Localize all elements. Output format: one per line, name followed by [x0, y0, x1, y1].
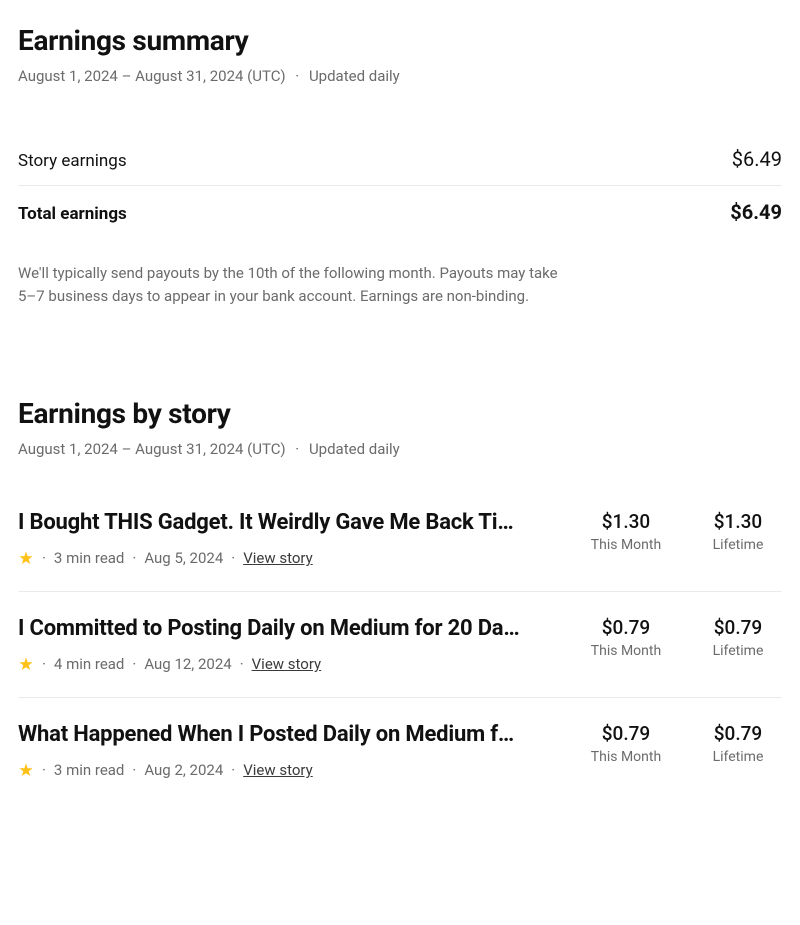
lifetime-label: Lifetime	[694, 643, 782, 659]
total-earnings-row: Total earnings $6.49	[18, 186, 782, 238]
member-star-icon	[18, 656, 34, 672]
story-earnings-value: $6.49	[732, 147, 782, 171]
this-month-label: This Month	[582, 643, 670, 659]
lifetime-amount: $0.79	[694, 616, 782, 639]
lifetime-col: $1.30 Lifetime	[694, 510, 782, 567]
by-story-date-range: August 1, 2024 – August 31, 2024 (UTC)	[18, 440, 286, 458]
story-main: What Happened When I Posted Daily on Med…	[18, 722, 558, 779]
this-month-amount: $0.79	[582, 722, 670, 745]
story-main: I Bought THIS Gadget. It Weirdly Gave Me…	[18, 510, 558, 567]
total-earnings-value: $6.49	[730, 200, 782, 224]
this-month-label: This Month	[582, 749, 670, 765]
lifetime-col: $0.79 Lifetime	[694, 616, 782, 673]
lifetime-amount: $0.79	[694, 722, 782, 745]
story-read-time: 4 min read	[54, 655, 124, 673]
this-month-col: $0.79 This Month	[582, 616, 670, 673]
story-main: I Committed to Posting Daily on Medium f…	[18, 616, 558, 673]
separator-dot: ·	[231, 549, 235, 567]
story-date: Aug 5, 2024	[144, 549, 223, 567]
lifetime-label: Lifetime	[694, 749, 782, 765]
view-story-link[interactable]: View story	[252, 655, 322, 673]
member-star-icon	[18, 550, 34, 566]
story-date: Aug 12, 2024	[144, 655, 231, 673]
separator-dot: ·	[231, 761, 235, 779]
story-row: I Bought THIS Gadget. It Weirdly Gave Me…	[18, 486, 782, 592]
by-story-date-line: August 1, 2024 – August 31, 2024 (UTC) ·…	[18, 440, 782, 458]
this-month-label: This Month	[582, 537, 670, 553]
story-meta: · 4 min read · Aug 12, 2024 · View story	[18, 655, 558, 673]
summary-date-line: August 1, 2024 – August 31, 2024 (UTC) ·…	[18, 67, 782, 85]
separator-dot: ·	[132, 549, 136, 567]
separator-dot: ·	[295, 440, 299, 458]
member-star-icon	[18, 762, 34, 778]
story-row: What Happened When I Posted Daily on Med…	[18, 698, 782, 803]
view-story-link[interactable]: View story	[243, 549, 313, 567]
lifetime-label: Lifetime	[694, 537, 782, 553]
lifetime-amount: $1.30	[694, 510, 782, 533]
separator-dot: ·	[132, 655, 136, 673]
story-title[interactable]: What Happened When I Posted Daily on Med…	[18, 722, 558, 747]
payout-note: We'll typically send payouts by the 10th…	[18, 262, 578, 307]
story-read-time: 3 min read	[54, 761, 124, 779]
by-story-updated: Updated daily	[309, 440, 400, 458]
separator-dot: ·	[42, 549, 46, 567]
story-read-time: 3 min read	[54, 549, 124, 567]
separator-dot: ·	[42, 655, 46, 673]
story-date: Aug 2, 2024	[144, 761, 223, 779]
story-row: I Committed to Posting Daily on Medium f…	[18, 592, 782, 698]
story-title[interactable]: I Bought THIS Gadget. It Weirdly Gave Me…	[18, 510, 558, 535]
separator-dot: ·	[240, 655, 244, 673]
separator-dot: ·	[132, 761, 136, 779]
this-month-amount: $0.79	[582, 616, 670, 639]
story-meta: · 3 min read · Aug 5, 2024 · View story	[18, 549, 558, 567]
summary-updated: Updated daily	[309, 67, 400, 85]
lifetime-col: $0.79 Lifetime	[694, 722, 782, 779]
earnings-by-story-title: Earnings by story	[18, 397, 782, 430]
separator-dot: ·	[42, 761, 46, 779]
summary-date-range: August 1, 2024 – August 31, 2024 (UTC)	[18, 67, 286, 85]
total-earnings-label: Total earnings	[18, 204, 127, 224]
earnings-summary-title: Earnings summary	[18, 24, 782, 57]
story-earnings-label: Story earnings	[18, 151, 127, 171]
story-earnings-row: Story earnings $6.49	[18, 133, 782, 186]
this-month-col: $0.79 This Month	[582, 722, 670, 779]
view-story-link[interactable]: View story	[243, 761, 313, 779]
story-title[interactable]: I Committed to Posting Daily on Medium f…	[18, 616, 558, 641]
separator-dot: ·	[295, 67, 299, 85]
this-month-col: $1.30 This Month	[582, 510, 670, 567]
story-meta: · 3 min read · Aug 2, 2024 · View story	[18, 761, 558, 779]
this-month-amount: $1.30	[582, 510, 670, 533]
